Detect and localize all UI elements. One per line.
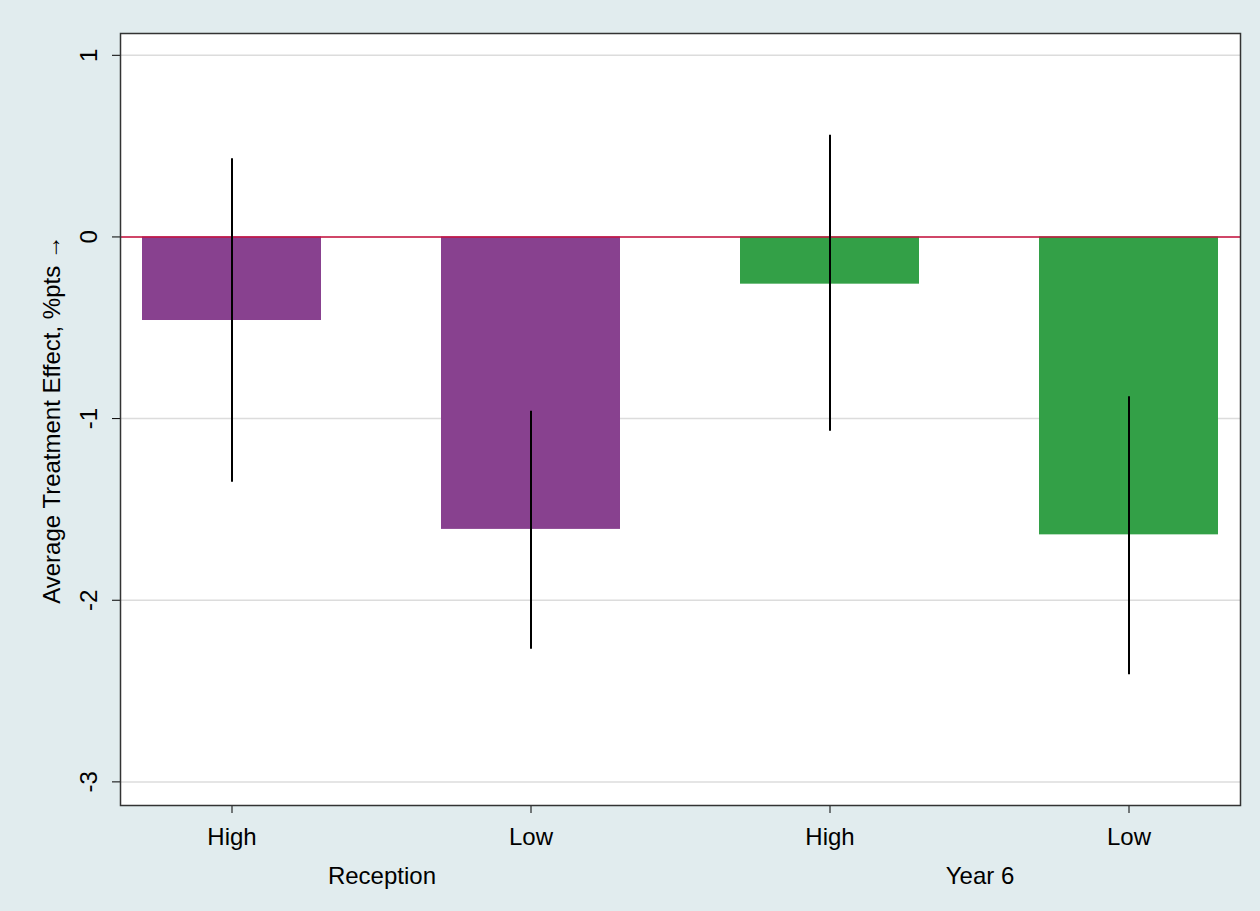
svg-text:-2: -2 [75,590,102,611]
svg-text:-3: -3 [75,771,102,792]
svg-text:Low: Low [509,823,554,850]
svg-text:Year 6: Year 6 [946,862,1015,889]
svg-text:High: High [805,823,854,850]
svg-text:Average Treatment Effect, %pts: Average Treatment Effect, %pts → [38,235,65,604]
svg-text:Reception: Reception [328,862,436,889]
svg-text:-1: -1 [75,408,102,429]
svg-text:Low: Low [1107,823,1152,850]
svg-text:High: High [207,823,256,850]
svg-text:1: 1 [75,49,102,62]
svg-text:0: 0 [75,230,102,243]
